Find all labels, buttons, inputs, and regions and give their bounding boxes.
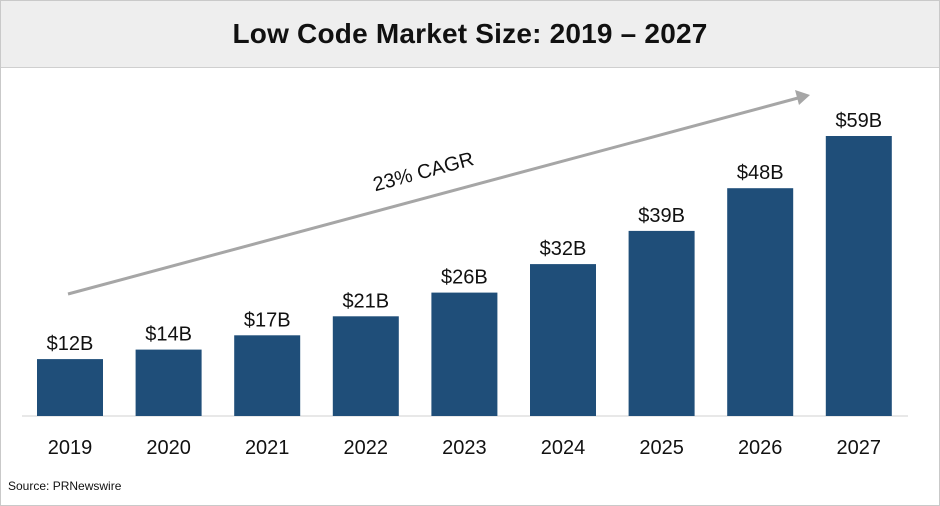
value-label-2025: $39B [638,205,685,227]
value-label-2024: $32B [540,238,587,260]
x-tick-2023: 2023 [442,437,487,459]
bar-2021 [234,335,301,416]
x-tick-2027: 2027 [837,437,882,459]
x-tick-2021: 2021 [245,437,290,459]
bar-2026 [727,188,794,416]
x-tick-2024: 2024 [541,437,586,459]
value-label-2022: $21B [342,290,389,312]
value-label-2027: $59B [835,110,882,132]
bar-2025 [628,230,695,416]
cagr-arrow-line [67,96,799,296]
cagr-arrow: 23% CAGR [67,90,810,296]
x-tick-2026: 2026 [738,437,783,459]
bar-2020 [135,349,202,416]
cagr-arrowhead [795,90,810,105]
x-tick-2025: 2025 [639,437,684,459]
value-label-2023: $26B [441,267,488,289]
bar-2019 [37,359,103,416]
value-label-2020: $14B [145,324,192,346]
x-tick-2020: 2020 [146,437,191,459]
bar-2022 [332,316,399,416]
x-tick-2022: 2022 [344,437,389,459]
value-labels-group: $12B $14B $17B $21B $26B $32B $39B $48B $59B [47,110,883,355]
value-label-2021: $17B [244,309,291,331]
chart-title: Low Code Market Size: 2019 – 2027 [232,18,708,49]
x-tick-2019: 2019 [48,437,93,459]
value-label-2026: $48B [737,162,784,184]
bars-group [37,136,892,416]
bar-2023 [431,292,498,416]
bar-2024 [530,264,596,416]
title-band: Low Code Market Size: 2019 – 2027 [1,1,939,68]
bar-2027 [825,136,892,416]
source-note: Source: PRNewswire [8,479,122,493]
x-tick-labels-group: 2019 2020 2021 2022 2023 2024 2025 2026 2027 [48,437,881,459]
value-label-2019: $12B [47,333,94,355]
